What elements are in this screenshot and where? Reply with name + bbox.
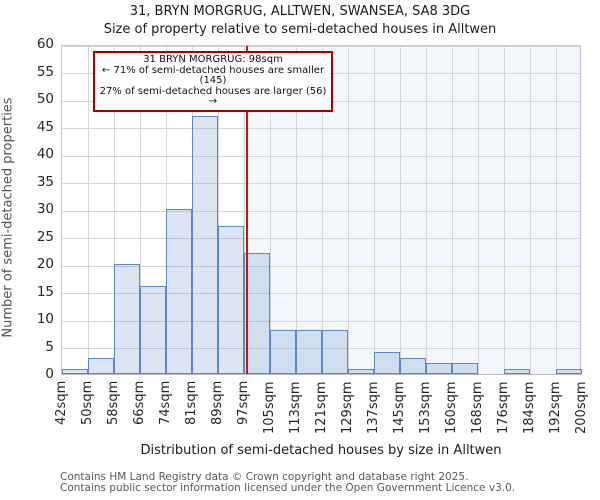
histogram-bar [62, 368, 88, 374]
y-tick-label: 5 [45, 338, 54, 355]
x-tick-label: 160sqm [443, 381, 459, 434]
histogram-bar [140, 286, 166, 374]
x-tick-label: 137sqm [365, 381, 381, 434]
v-gridline [321, 46, 323, 374]
chart-subtitle: Size of property relative to semi-detach… [103, 22, 497, 37]
v-gridline [451, 46, 453, 374]
histogram-bar [348, 368, 374, 374]
footer-copyright-line: Contains HM Land Registry data © Crown c… [60, 471, 469, 483]
x-tick-label: 153sqm [417, 381, 433, 434]
y-tick-label: 20 [36, 256, 54, 272]
x-tick-label: 74sqm [157, 381, 173, 426]
x-tick-label: 145sqm [391, 381, 407, 434]
x-tick-label: 81sqm [183, 381, 199, 426]
histogram-bar [374, 352, 400, 374]
annotation-box: 31 BRYN MORGRUG: 98sqm ← 71% of semi-det… [93, 51, 333, 112]
y-tick-label: 50 [36, 91, 54, 107]
x-axis-label: Distribution of semi-detached houses by … [140, 443, 502, 458]
v-gridline [373, 46, 375, 374]
chart-title: 31, BRYN MORGRUG, ALLTWEN, SWANSEA, SA8 … [129, 4, 471, 19]
histogram-bar [504, 368, 530, 374]
histogram-bar [322, 330, 348, 374]
v-gridline [347, 46, 349, 374]
annotation-line-1: 31 BRYN MORGRUG: 98sqm [143, 54, 283, 65]
histogram-bar [114, 264, 140, 374]
histogram-bar [218, 225, 244, 374]
x-tick-label: 113sqm [287, 381, 303, 434]
v-gridline [113, 46, 115, 374]
y-tick-label: 60 [36, 36, 54, 52]
property-size-marker-line [246, 46, 249, 374]
v-gridline [139, 46, 141, 374]
v-gridline [503, 46, 505, 374]
h-gridline [62, 128, 580, 129]
h-gridline [62, 293, 580, 294]
x-tick-label: 200sqm [573, 381, 589, 434]
y-tick-label: 35 [36, 173, 54, 190]
y-tick-label: 15 [36, 283, 54, 300]
x-tick-label: 168sqm [469, 381, 485, 434]
x-tick-label: 97sqm [235, 381, 251, 426]
y-tick-label: 45 [36, 118, 54, 135]
x-tick-label: 176sqm [495, 381, 511, 434]
histogram-bar [556, 368, 582, 374]
h-gridline [62, 265, 580, 267]
histogram-bar [270, 330, 296, 374]
v-gridline [425, 46, 427, 374]
histogram-bar [400, 357, 426, 374]
h-gridline [62, 45, 580, 47]
x-tick-label: 66sqm [131, 381, 147, 426]
annotation-line-3: 27% of semi-detached houses are larger (… [99, 85, 327, 107]
v-gridline [555, 46, 557, 374]
h-gridline [62, 320, 580, 322]
x-tick-label: 42sqm [53, 381, 69, 426]
x-tick-label: 50sqm [79, 381, 95, 426]
v-gridline [243, 46, 245, 374]
v-gridline [295, 46, 297, 374]
v-gridline [399, 46, 401, 374]
y-tick-label: 25 [36, 228, 54, 245]
x-tick-label: 58sqm [105, 381, 121, 426]
v-gridline [217, 46, 219, 374]
x-tick-label: 121sqm [313, 381, 329, 434]
histogram-bar [426, 363, 452, 374]
y-tick-label: 55 [36, 63, 54, 80]
y-tick-label: 10 [36, 311, 54, 327]
h-gridline [62, 210, 580, 212]
y-tick-label: 0 [45, 366, 54, 382]
h-gridline [62, 183, 580, 184]
x-tick-label: 129sqm [339, 381, 355, 434]
y-tick-label: 30 [36, 201, 54, 217]
h-gridline [62, 238, 580, 239]
x-tick-label: 184sqm [521, 381, 537, 434]
histogram-bar [166, 209, 192, 374]
footer-licence-line: Contains public sector information licen… [60, 482, 516, 494]
x-tick-label: 89sqm [209, 381, 225, 426]
y-tick-label: 40 [36, 146, 54, 162]
histogram-bar [296, 330, 322, 374]
annotation-line-2: ← 71% of semi-detached houses are smalle… [101, 64, 325, 86]
v-gridline [269, 46, 271, 374]
v-gridline [477, 46, 479, 374]
histogram-bar [452, 363, 478, 374]
v-gridline [529, 46, 531, 374]
histogram-bar [192, 115, 218, 374]
histogram-bar [244, 253, 270, 374]
h-gridline [62, 155, 580, 157]
histogram-bar [88, 357, 114, 374]
x-tick-label: 192sqm [547, 381, 563, 434]
v-gridline [87, 46, 89, 374]
x-tick-label: 105sqm [261, 381, 277, 434]
